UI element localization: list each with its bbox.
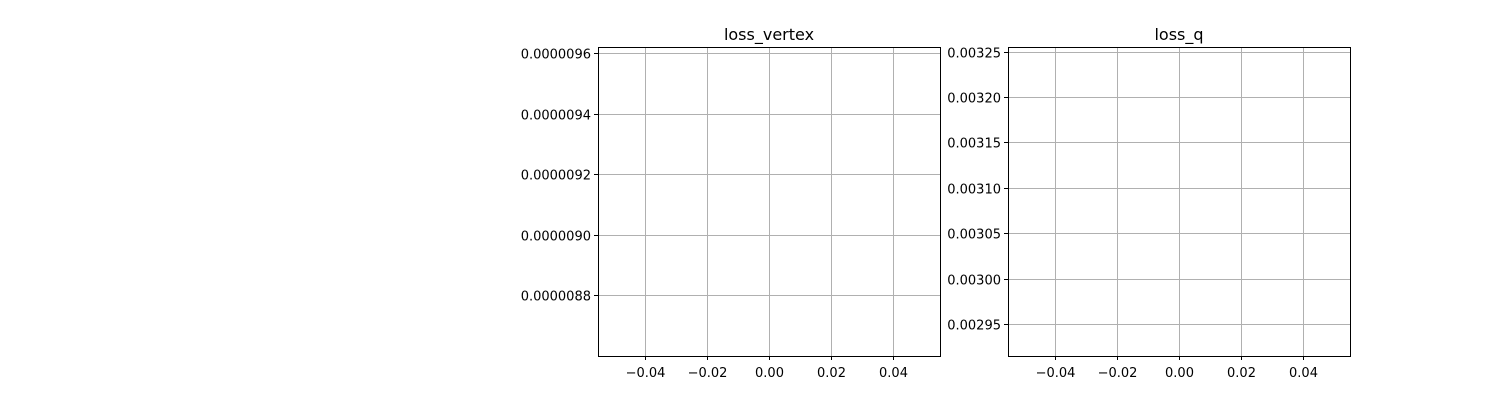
loss-q-x-tick-label: 0.04 bbox=[1289, 366, 1318, 381]
loss-q-x-tick-label: 0.00 bbox=[1165, 366, 1194, 381]
loss-vertex-y-tick-label: 0.0000092 bbox=[521, 169, 591, 184]
loss-q-y-tick-label: 0.00295 bbox=[947, 319, 1001, 334]
loss-vertex-title: loss_vertex bbox=[724, 25, 814, 45]
loss-q-y-tick-label: 0.00315 bbox=[947, 137, 1001, 152]
loss-vertex-y-tick-label: 0.0000088 bbox=[521, 290, 591, 305]
loss-q-y-tick-label: 0.00325 bbox=[947, 47, 1001, 62]
loss-q-axes: −0.04 −0.02 0.00 0.02 0.04 0.00295 0.00300 0.00… bbox=[947, 25, 1351, 381]
loss-q-x-tick-label: 0.02 bbox=[1227, 366, 1256, 381]
loss-vertex-y-tick-label: 0.0000090 bbox=[521, 230, 591, 245]
loss-q-x-tick-label: −0.02 bbox=[1098, 366, 1138, 381]
loss-vertex-x-tick-label: 0.02 bbox=[817, 366, 846, 381]
loss-q-frame bbox=[1008, 47, 1351, 357]
loss-vertex-x-tick-label: −0.04 bbox=[626, 366, 666, 381]
loss-q-y-tick-label: 0.00300 bbox=[947, 274, 1001, 289]
loss-q-y-tick-label: 0.00320 bbox=[947, 92, 1001, 107]
loss-q-x-tick-label: −0.04 bbox=[1036, 366, 1076, 381]
loss-q-y-tick-label: 0.00310 bbox=[947, 183, 1001, 198]
loss-vertex-x-tick-label: 0.04 bbox=[879, 366, 908, 381]
loss-vertex-x-tick-label: 0.00 bbox=[755, 366, 784, 381]
loss-vertex-axes: −0.04 −0.02 0.00 0.02 0.04 0.0000088 0.0000090… bbox=[521, 25, 941, 381]
loss-vertex-x-tick-label: −0.02 bbox=[688, 366, 728, 381]
loss-vertex-frame bbox=[598, 47, 941, 357]
loss-vertex-y-tick-label: 0.0000094 bbox=[521, 109, 591, 124]
loss-q-y-tick-label: 0.00305 bbox=[947, 228, 1001, 243]
loss-vertex-y-tick-label: 0.0000096 bbox=[521, 48, 591, 63]
loss-q-title: loss_q bbox=[1154, 25, 1203, 45]
